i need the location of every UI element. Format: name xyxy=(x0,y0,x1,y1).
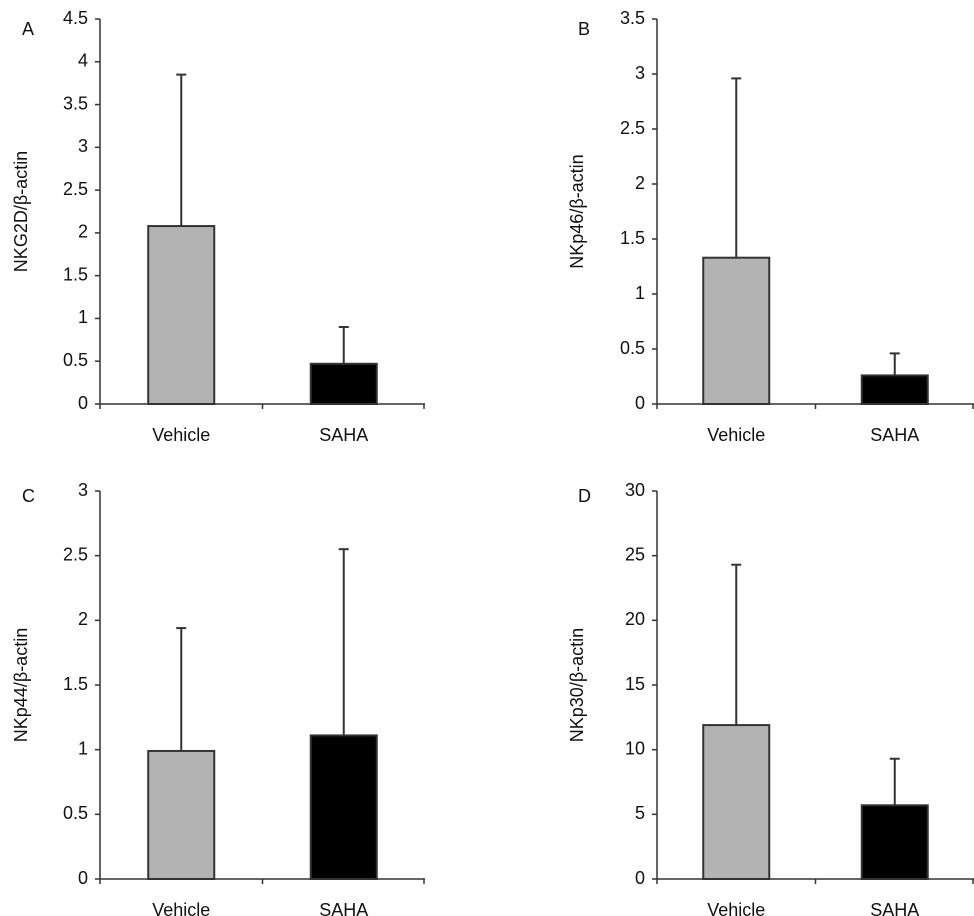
y-tick-label: 20 xyxy=(625,609,645,629)
y-tick-label: 3.5 xyxy=(620,8,645,28)
bar xyxy=(147,749,216,881)
bar xyxy=(860,374,929,405)
panel-label: B xyxy=(578,19,590,39)
x-tick-label: SAHA xyxy=(319,425,368,445)
panel-label: A xyxy=(22,19,34,39)
y-tick-label: 30 xyxy=(625,480,645,500)
y-tick-label: 0 xyxy=(635,393,645,413)
y-tick-label: 4 xyxy=(78,51,88,71)
y-tick-label: 5 xyxy=(635,803,645,823)
bar xyxy=(860,804,929,881)
y-tick-label: 1 xyxy=(635,283,645,303)
x-tick-label: Vehicle xyxy=(152,900,210,916)
x-tick-label: Vehicle xyxy=(707,425,765,445)
y-tick-label: 1.5 xyxy=(620,228,645,248)
y-tick-label: 3 xyxy=(78,136,88,156)
y-tick-label: 3 xyxy=(78,480,88,500)
y-axis-label: NKp30/β-actin xyxy=(567,628,587,742)
y-tick-label: 1.5 xyxy=(63,264,88,284)
y-tick-label: 0 xyxy=(78,393,88,413)
y-tick-label: 4.5 xyxy=(63,8,88,28)
y-tick-label: 1 xyxy=(78,738,88,758)
y-tick-label: 3 xyxy=(635,63,645,83)
x-tick-label: SAHA xyxy=(870,425,919,445)
x-tick-label: SAHA xyxy=(319,900,368,916)
panel-label: C xyxy=(22,486,35,506)
bar xyxy=(147,225,216,405)
y-axis-label: NKp46/β-actin xyxy=(567,154,587,268)
y-tick-label: 0.5 xyxy=(620,338,645,358)
y-tick-label: 2 xyxy=(78,222,88,242)
y-tick-label: 0.5 xyxy=(63,350,88,370)
bar xyxy=(702,724,771,880)
y-tick-label: 10 xyxy=(625,738,645,758)
y-tick-label: 1.5 xyxy=(63,674,88,694)
bar xyxy=(309,734,378,880)
y-tick-label: 0 xyxy=(635,868,645,888)
y-tick-label: 0.5 xyxy=(63,803,88,823)
y-tick-label: 2 xyxy=(78,609,88,629)
y-tick-label: 0 xyxy=(78,868,88,888)
y-tick-label: 2.5 xyxy=(620,118,645,138)
bar xyxy=(702,256,771,406)
y-axis-label: NKp44/β-actin xyxy=(11,628,31,742)
y-tick-label: 1 xyxy=(78,307,88,327)
x-tick-label: Vehicle xyxy=(707,900,765,916)
y-tick-label: 2.5 xyxy=(63,544,88,564)
y-tick-label: 25 xyxy=(625,544,645,564)
y-axis-label: NKG2D/β-actin xyxy=(11,151,31,272)
bar xyxy=(309,362,378,405)
y-tick-label: 2.5 xyxy=(63,179,88,199)
y-tick-label: 2 xyxy=(635,173,645,193)
panel-label: D xyxy=(578,486,591,506)
y-tick-label: 3.5 xyxy=(63,93,88,113)
x-tick-label: Vehicle xyxy=(152,425,210,445)
y-tick-label: 15 xyxy=(625,674,645,694)
x-tick-label: SAHA xyxy=(870,900,919,916)
